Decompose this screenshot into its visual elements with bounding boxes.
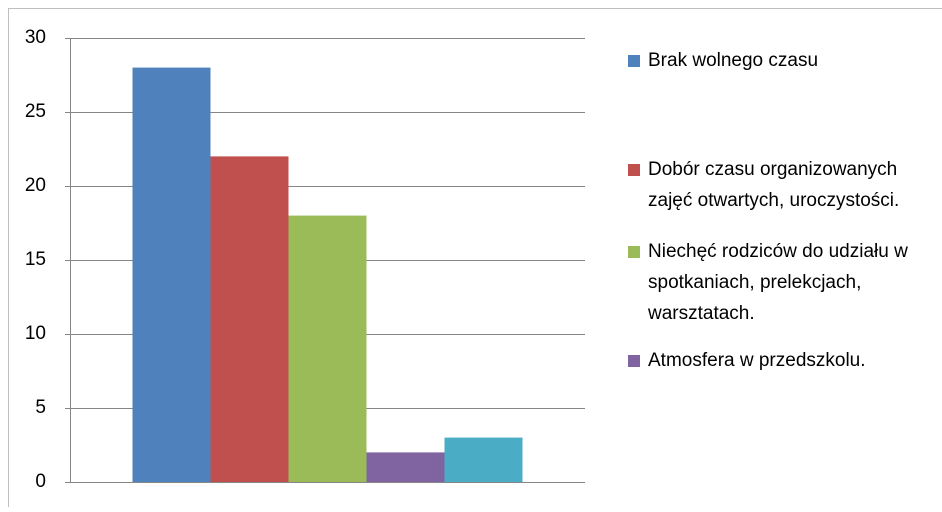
legend-item: Brak wolnego czasu — [628, 45, 933, 76]
bar — [445, 438, 523, 482]
legend-label: Dobór czasu organizowanych zajęć otwarty… — [648, 154, 933, 216]
legend-swatch — [628, 55, 640, 67]
bar — [133, 68, 211, 482]
bar — [211, 156, 289, 482]
legend-item: Niechęć rodziców do udziału w spotkaniac… — [628, 236, 933, 329]
bar — [289, 216, 367, 482]
y-tick-label: 5 — [35, 397, 46, 418]
y-tick-label: 10 — [25, 323, 46, 344]
bar — [367, 452, 445, 482]
legend-swatch — [628, 246, 640, 258]
y-tick-label: 25 — [25, 101, 46, 122]
legend-item: Atmosfera w przedszkolu. — [628, 345, 933, 376]
y-tick-label: 30 — [25, 27, 46, 48]
legend: Brak wolnego czasu Dobór czasu organizowa… — [628, 45, 933, 376]
legend-label: Atmosfera w przedszkolu. — [648, 345, 866, 376]
y-tick-label: 20 — [25, 175, 46, 196]
y-tick-label: 0 — [35, 471, 46, 492]
y-tick-label: 15 — [25, 249, 46, 270]
legend-item: Dobór czasu organizowanych zajęć otwarty… — [628, 154, 933, 216]
legend-label: Niechęć rodziców do udziału w spotkaniac… — [648, 236, 933, 329]
legend-label: Brak wolnego czasu — [648, 45, 818, 76]
legend-swatch — [628, 355, 640, 367]
legend-swatch — [628, 164, 640, 176]
